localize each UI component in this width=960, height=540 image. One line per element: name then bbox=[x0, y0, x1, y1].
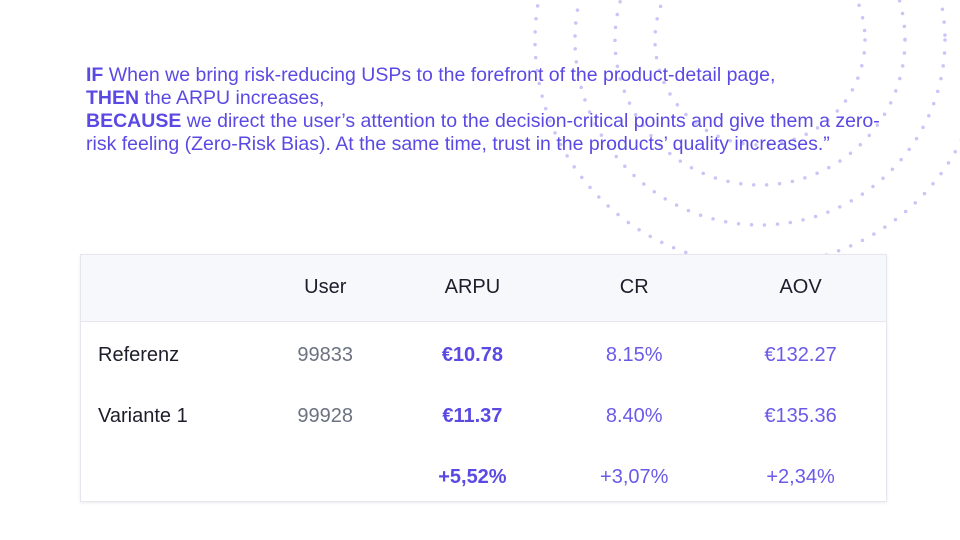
then-line: THEN the ARPU increases, bbox=[86, 87, 886, 110]
statement: the ARPU increases, bbox=[144, 87, 325, 109]
table: User ARPU CR AOV Referenz 99833 €10.78 8.15… bbox=[81, 255, 886, 508]
uplift-cell: +5,52% bbox=[438, 466, 507, 488]
row-label: Referenz bbox=[98, 344, 180, 366]
header-cell: CR bbox=[619, 276, 649, 299]
cell: 99833 bbox=[297, 344, 354, 366]
keyword: IF bbox=[86, 64, 104, 86]
cell: 99928 bbox=[297, 405, 354, 427]
results-table: User ARPU CR AOV Referenz 99833 €10.78 8.15… bbox=[80, 254, 887, 502]
header-row: User ARPU CR AOV bbox=[81, 255, 886, 321]
because-line: BECAUSE we direct the user’s attention t… bbox=[86, 110, 886, 156]
cell bbox=[259, 447, 391, 508]
keyword: THEN bbox=[86, 87, 140, 109]
row: Referenz 99833 €10.78 8.15% €132.27 bbox=[81, 325, 886, 386]
statement: When we bring risk-reducing USPs to the … bbox=[108, 64, 776, 86]
header-cell: User bbox=[304, 276, 347, 299]
uplift-cell: +2,34% bbox=[766, 466, 835, 488]
cell: 8.15% bbox=[605, 344, 663, 366]
cell: 8.40% bbox=[605, 405, 663, 427]
hypothesis: IF When we bring risk-reducing USPs to t… bbox=[86, 64, 886, 156]
corner bbox=[81, 255, 259, 321]
cell: €11.37 bbox=[442, 405, 503, 427]
header-cell: ARPU bbox=[444, 276, 501, 299]
row-label: Variante 1 bbox=[98, 405, 188, 427]
uplift-cell: +3,07% bbox=[600, 466, 669, 488]
uplift-row: +5,52% +3,07% +2,34% bbox=[81, 447, 886, 508]
row-label bbox=[81, 447, 259, 508]
cell: €132.27 bbox=[764, 344, 837, 366]
keyword: BECAUSE bbox=[86, 110, 182, 132]
if-line: IF When we bring risk-reducing USPs to t… bbox=[86, 64, 886, 87]
statement: we direct the user’s attention to the de… bbox=[86, 110, 880, 155]
row: Variante 1 99928 €11.37 8.40% €135.36 bbox=[81, 386, 886, 447]
cell: €10.78 bbox=[441, 344, 503, 366]
cell: €135.36 bbox=[764, 405, 837, 427]
header-cell: AOV bbox=[779, 276, 822, 299]
